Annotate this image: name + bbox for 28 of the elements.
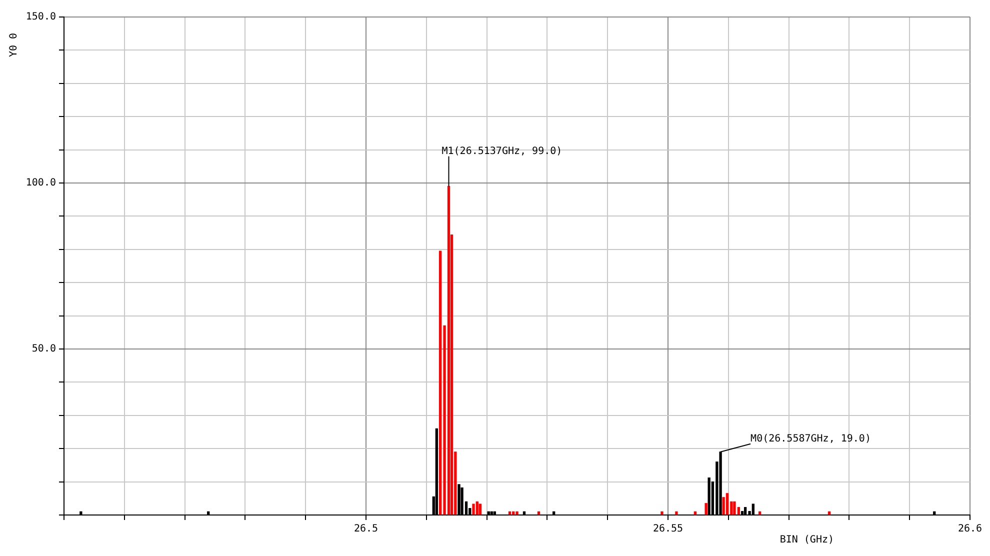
bar [476, 501, 478, 515]
bar [537, 511, 540, 515]
y-tick-label: 50.0 [32, 344, 56, 355]
x-tick-label: 26.5 [354, 524, 378, 535]
y-tick-label: 100.0 [26, 178, 56, 189]
bar [675, 511, 678, 515]
bar [478, 504, 482, 515]
bar [726, 493, 729, 515]
bar [512, 511, 515, 515]
x-axis-title: BIN (GHz) [780, 534, 834, 546]
bar [828, 511, 831, 515]
bar [447, 186, 450, 515]
bar [758, 511, 762, 515]
annotation: M1(26.5137GHz, 99.0) [442, 146, 562, 157]
bar [508, 511, 512, 515]
bar [472, 504, 475, 515]
bar [704, 503, 708, 515]
x-tick-label: 26.6 [958, 524, 982, 535]
annotation: M0(26.5587GHz, 19.0) [750, 434, 871, 445]
y-tick-label: 150.0 [26, 12, 56, 23]
bar [438, 250, 442, 515]
bar [722, 497, 725, 515]
bar [516, 511, 518, 515]
y-axis-title: Y0 0 [8, 32, 20, 58]
bar [733, 501, 736, 515]
x-tick-label: 26.55 [652, 524, 684, 535]
bar [660, 511, 664, 515]
bar [694, 511, 697, 515]
